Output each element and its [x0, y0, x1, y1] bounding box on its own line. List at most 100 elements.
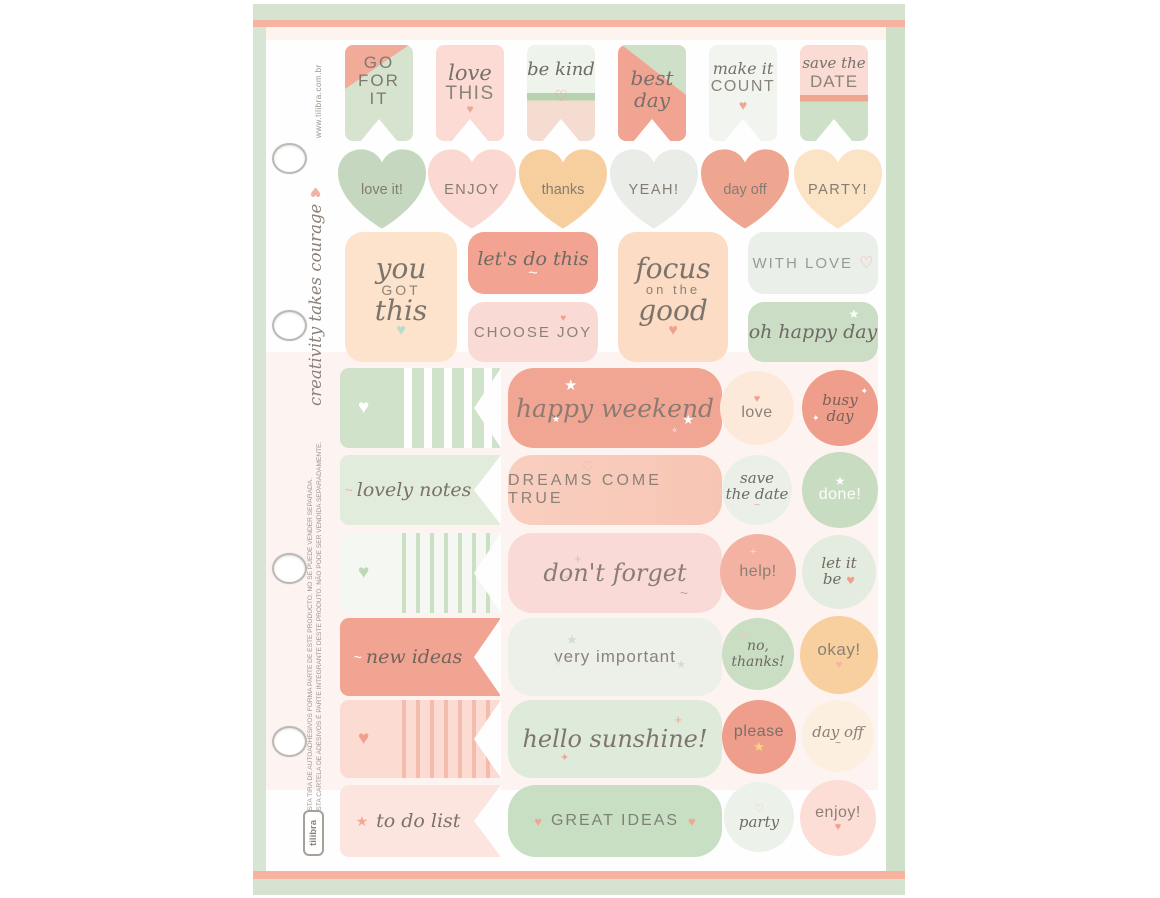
sticker-text: happy weekend [515, 393, 715, 423]
heart-shape [338, 149, 426, 229]
star-icon: ★ [552, 414, 561, 424]
sticker-go-for-it: GO FOR IT [345, 45, 413, 141]
sheet-border-right-mint [886, 27, 905, 871]
sticker-heart-enjoy: ENJOY [428, 148, 516, 230]
sticker-text: love [741, 404, 773, 421]
tilibra-logo-text: tilibra [308, 820, 319, 846]
sparkle-icon: ✦ [860, 386, 868, 396]
punch-hole [272, 726, 307, 757]
heart-icon: ♥ [308, 183, 323, 199]
side-quote: creativity takes courage ♥ [306, 184, 325, 406]
heart-icon: ♥ [738, 97, 748, 113]
heart-outline-icon: ♡ [859, 255, 874, 272]
sticker-text: ENJOY [444, 182, 500, 198]
star-icon: ★ [682, 412, 694, 427]
sticker-best-day: best day [618, 45, 686, 141]
swirl-flourish-icon: ~ [353, 649, 362, 665]
heart-shape [794, 149, 882, 229]
sticker-text: make it [712, 59, 774, 78]
mint-corner [622, 45, 686, 95]
sticker-please: please ★ [722, 700, 796, 774]
sparkle-icon: ✧ [671, 426, 678, 435]
sticker-okay: okay! ♥ [800, 616, 878, 694]
sticker-oh-happy-day: oh happy day ★ [748, 302, 878, 362]
sticker-text: IT [369, 89, 389, 108]
sticker-text: focus [635, 252, 711, 285]
star-icon: ★ [676, 659, 686, 671]
flag-notch [474, 533, 501, 613]
star-icon: ★ [564, 377, 578, 394]
sticker-text: be kind [527, 59, 595, 80]
sticker-day-off-circle: day off ~ [802, 700, 874, 772]
banner-notch [633, 119, 671, 141]
sticker-lovely-notes: ~ lovely notes [340, 455, 501, 525]
sparkle-icon: ✦ [560, 752, 570, 764]
sticker-text: YEAH! [628, 182, 680, 198]
sparkle-icon: ✦ [812, 413, 820, 423]
heart-icon: ♥ [846, 575, 856, 587]
sparkle-icon: + [564, 573, 570, 584]
sticker-let-it-be: let it be ♥ [802, 535, 876, 609]
sticker-lets-do-this: let's do this ~ [468, 232, 598, 294]
sticker-text: help! [739, 563, 777, 580]
punch-hole [272, 143, 307, 174]
sticker-help: + help! [720, 534, 796, 610]
sticker-text: busy [822, 391, 858, 409]
heart-icon: ♥ [466, 102, 474, 116]
sticker-text: thanks [541, 182, 585, 198]
tilibra-logo: tilibra [303, 810, 324, 856]
heart-icon: ♥ [753, 393, 761, 405]
heart-icon: ♥ [396, 322, 406, 339]
heart-icon: ♥ [668, 322, 678, 339]
sticker-text: GOT [381, 282, 421, 298]
swirl-flourish-icon: ~ [679, 585, 688, 601]
sticker-striped-flag-white: ♥ [340, 533, 501, 613]
sparkle-icon: ✧ [554, 658, 562, 668]
flag-notch [474, 700, 501, 778]
sticker-text: let's do this [477, 248, 589, 270]
sticker-text: love it! [361, 182, 403, 198]
sticker-focus-on-the-good: focus on the good ♥ [618, 232, 728, 362]
sheet-border-bottom-coral [253, 871, 905, 879]
sticker-hello-sunshine: + ✦ hello sunshine! [508, 700, 722, 778]
sticker-text: on the [645, 282, 701, 297]
swirl-flourish-icon: ~ [344, 482, 353, 498]
banner-notch [360, 119, 398, 141]
banner-notch [724, 119, 762, 141]
heart-icon: ♥ [688, 813, 696, 829]
sticker-text: CHOOSE JOY ♥ [474, 313, 592, 341]
sticker-text: best [630, 66, 674, 90]
sticker-striped-flag-mint: ♥ [340, 368, 501, 448]
sticker-text: WITH LOVE [752, 255, 860, 272]
flag-notch [474, 618, 501, 696]
sticker-text: COUNT [710, 78, 776, 95]
sticker-striped-flag-pink: ♥ [340, 700, 501, 778]
swirl-flourish-icon: ~ [835, 738, 841, 749]
sticker-text: be ♥ [823, 571, 855, 590]
heart-outline-icon: ♡ [582, 459, 594, 474]
heart-icon: ♥ [560, 312, 567, 324]
sticker-dreams-come-true: ♡ DREAMS COME TRUE [508, 455, 722, 525]
flag-notch [474, 455, 501, 525]
swirl-flourish-icon: ~ [754, 500, 760, 511]
sticker-text: PARTY! [807, 182, 869, 198]
sticker-very-important: ★ ✧ ★ very important [508, 618, 722, 696]
punch-hole [272, 553, 307, 584]
sticker-happy-weekend: ★ ★ ★ ✧ happy weekend [508, 368, 722, 448]
sticker-text: day [826, 407, 854, 425]
sticker-save-the-date-circle: save the date ~ [722, 455, 792, 525]
sticker-text: FOR [358, 71, 400, 90]
sticker-text: GO [363, 53, 395, 72]
heart-icon: ♥ [358, 397, 370, 418]
swirl-flourish-icon: ~ [528, 265, 538, 282]
sticker-text: save [740, 469, 774, 487]
sheet-border-bottom-mint [253, 879, 905, 895]
page-top-tint [266, 27, 886, 40]
banner-notch [451, 119, 489, 141]
sticker-love-circle: ♥ love [720, 371, 794, 445]
sticker-text: this [374, 294, 428, 327]
sticker-text: ♡ DREAMS COME TRUE [508, 459, 722, 508]
sparkle-icon: + [750, 546, 757, 558]
sheet-border-top-coral [253, 20, 905, 27]
sticker-text: day off [812, 723, 864, 741]
